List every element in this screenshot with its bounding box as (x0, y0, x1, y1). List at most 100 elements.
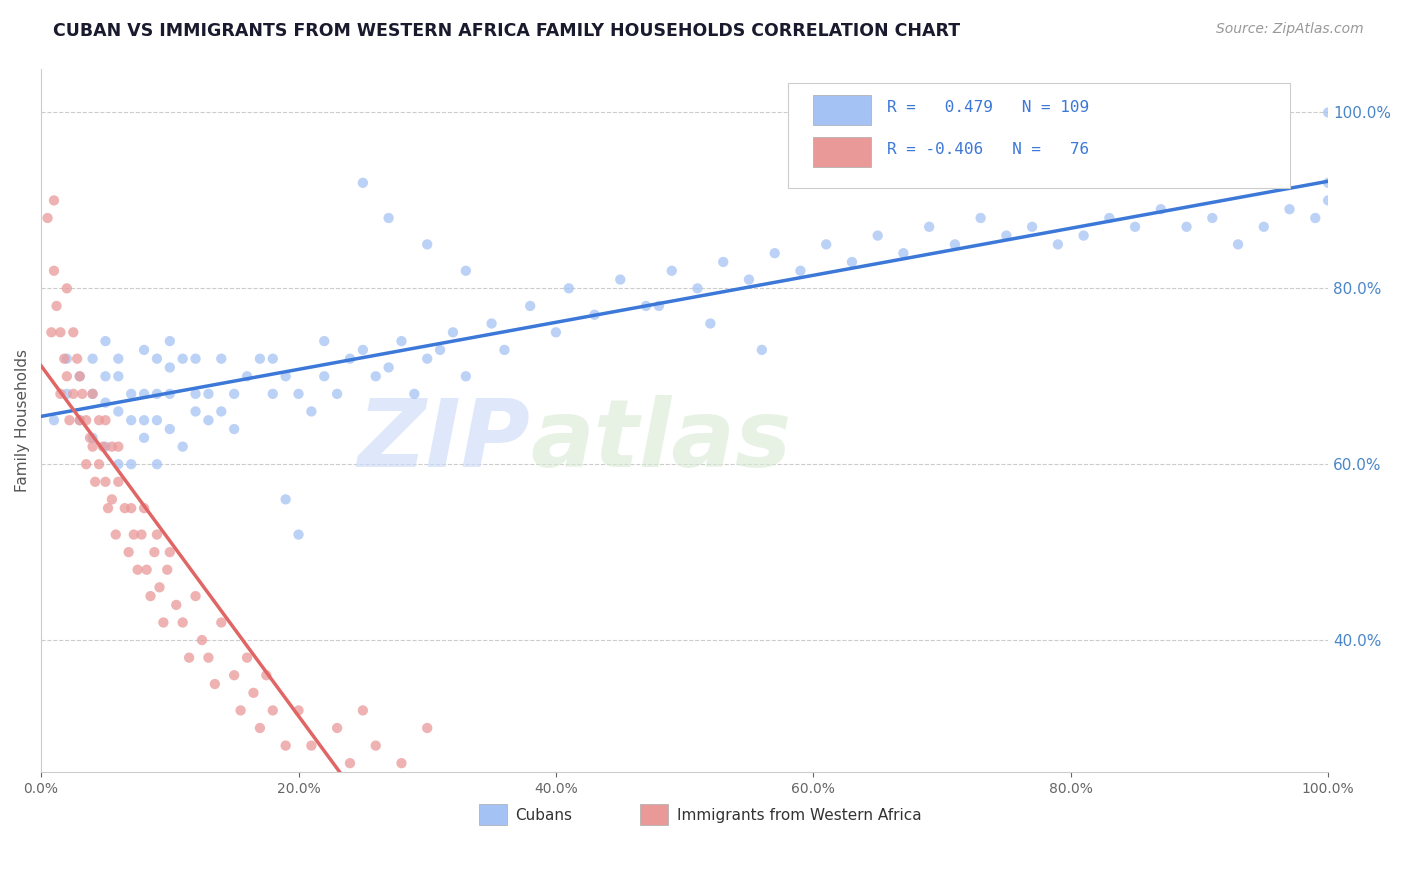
Point (56, 351, 79, 366)
Point (172, 351, 194, 366)
Point (416, 721, 439, 735)
Point (648, 299, 671, 313)
Point (416, 351, 439, 366)
Point (122, 527, 145, 541)
Point (56, 387, 79, 401)
Point (1046, 237, 1069, 252)
Point (274, 739, 297, 753)
Point (841, 255, 863, 269)
Point (94, 395, 117, 409)
Point (1098, 211, 1121, 225)
Point (152, 615, 174, 630)
Point (249, 721, 271, 735)
Point (87, 457, 110, 471)
Point (101, 492, 124, 507)
Point (943, 237, 966, 252)
Point (143, 545, 166, 559)
Point (262, 387, 284, 401)
Point (159, 545, 181, 559)
Point (751, 343, 773, 357)
Point (146, 457, 169, 471)
Point (132, 501, 155, 516)
Point (172, 615, 194, 630)
Point (1317, 194, 1340, 208)
Point (634, 299, 657, 313)
Point (132, 431, 155, 445)
Point (224, 422, 246, 436)
Point (132, 413, 155, 427)
Point (42, 264, 65, 278)
Point (94, 440, 117, 454)
Point (132, 343, 155, 357)
Point (131, 527, 153, 541)
Point (209, 615, 232, 630)
Point (1021, 219, 1043, 234)
Point (699, 317, 721, 331)
Point (69, 413, 91, 427)
Point (159, 387, 181, 401)
Point (37, 211, 59, 225)
Point (519, 299, 541, 313)
Point (242, 686, 264, 700)
Point (969, 211, 991, 225)
Text: ZIP: ZIP (357, 395, 530, 487)
Point (204, 677, 226, 691)
Point (1317, 176, 1340, 190)
Point (139, 589, 162, 603)
Point (262, 351, 284, 366)
Point (94, 369, 117, 384)
Point (274, 492, 297, 507)
Point (184, 387, 207, 401)
Point (738, 272, 761, 286)
Point (146, 351, 169, 366)
Point (42, 194, 65, 208)
Point (1227, 237, 1250, 252)
Point (82, 431, 104, 445)
Point (326, 721, 349, 735)
Point (127, 563, 149, 577)
Point (352, 703, 374, 717)
Point (53, 351, 76, 366)
Point (1303, 211, 1326, 225)
FancyBboxPatch shape (478, 804, 508, 825)
Point (364, 369, 387, 384)
Point (94, 413, 117, 427)
Point (172, 440, 194, 454)
Point (314, 369, 336, 384)
Point (146, 387, 169, 401)
FancyBboxPatch shape (813, 95, 872, 125)
Point (45, 299, 67, 313)
Point (69, 369, 91, 384)
Point (609, 272, 631, 286)
Point (146, 413, 169, 427)
Point (58, 413, 80, 427)
Point (544, 326, 567, 340)
Point (866, 228, 889, 243)
Point (686, 281, 709, 295)
Point (41, 326, 63, 340)
Point (274, 369, 297, 384)
Point (918, 219, 941, 234)
Point (104, 527, 127, 541)
Point (156, 563, 179, 577)
Point (120, 413, 142, 427)
Point (91, 440, 114, 454)
Point (56, 369, 79, 384)
Point (49, 387, 72, 401)
Point (558, 281, 581, 295)
Point (1278, 202, 1301, 217)
Point (262, 703, 284, 717)
Point (352, 176, 374, 190)
Point (326, 387, 349, 401)
Text: R =   0.479   N = 109: R = 0.479 N = 109 (887, 100, 1088, 115)
Point (49, 326, 72, 340)
Point (82, 387, 104, 401)
Point (1073, 228, 1095, 243)
Point (107, 457, 129, 471)
Point (314, 334, 336, 348)
Text: atlas: atlas (530, 395, 792, 487)
Point (184, 351, 207, 366)
Point (79, 431, 101, 445)
Point (429, 343, 451, 357)
Point (1150, 202, 1173, 217)
